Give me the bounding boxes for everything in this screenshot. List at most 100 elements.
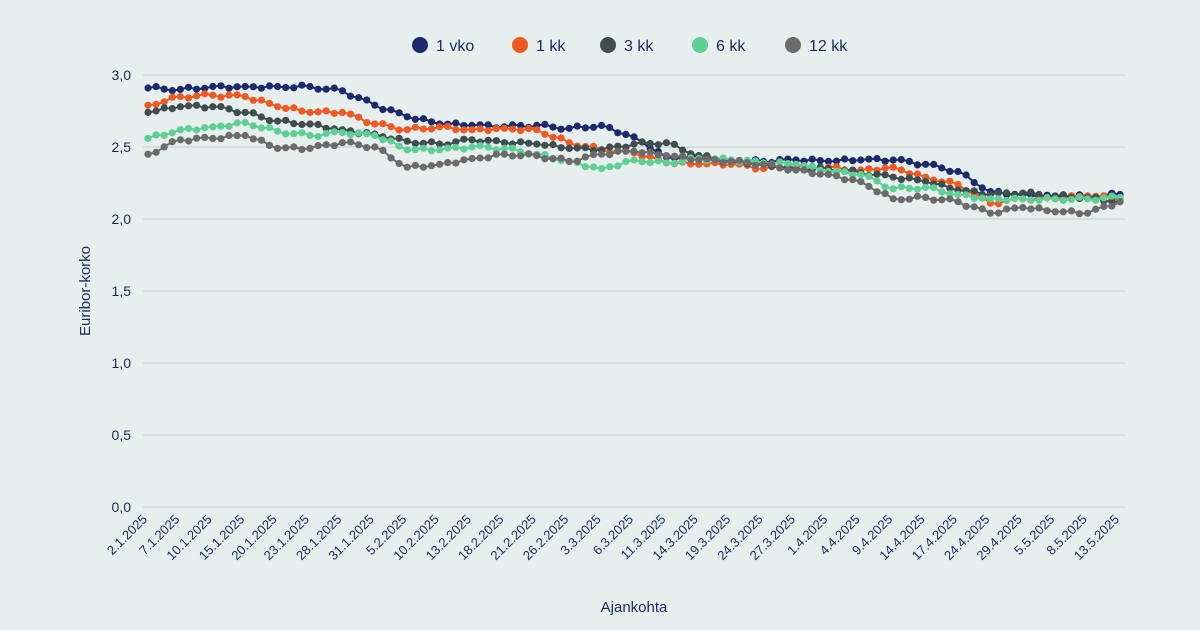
data-point — [930, 196, 938, 204]
data-point — [298, 145, 306, 154]
data-point — [946, 177, 954, 185]
data-point — [581, 124, 590, 132]
legend-marker — [412, 37, 428, 53]
data-point — [598, 165, 606, 173]
data-point — [160, 85, 168, 93]
data-point — [881, 190, 889, 198]
data-point — [938, 180, 946, 188]
data-point — [306, 108, 314, 116]
data-point — [541, 120, 549, 128]
data-point — [525, 150, 533, 158]
data-point — [306, 82, 314, 91]
data-point — [784, 160, 792, 168]
data-point — [978, 194, 986, 202]
data-point — [484, 127, 492, 135]
data-point — [452, 159, 460, 167]
data-point — [1043, 207, 1051, 215]
data-point — [274, 117, 282, 125]
data-point — [436, 146, 444, 154]
data-point — [670, 159, 679, 167]
data-point — [598, 121, 606, 129]
data-point — [314, 120, 322, 129]
data-point — [654, 141, 662, 149]
data-point — [1043, 194, 1051, 202]
legend-label: 12 kk — [809, 38, 848, 55]
data-point — [209, 123, 217, 131]
data-point — [946, 184, 954, 192]
data-point — [225, 91, 233, 99]
data-point — [1027, 205, 1035, 213]
data-point — [533, 152, 541, 160]
data-point — [452, 119, 460, 127]
data-point — [930, 160, 938, 168]
data-point — [176, 93, 184, 101]
data-point — [533, 140, 541, 148]
data-point — [290, 130, 298, 138]
data-point — [573, 157, 581, 165]
data-point — [468, 154, 476, 163]
data-point — [598, 150, 606, 158]
data-point — [954, 190, 962, 199]
data-point — [962, 202, 970, 210]
data-point — [395, 109, 403, 117]
data-point — [322, 141, 330, 149]
data-point — [735, 156, 743, 164]
data-point — [1059, 196, 1067, 204]
data-point — [581, 144, 590, 152]
data-point — [622, 147, 630, 155]
data-point — [541, 130, 549, 138]
data-point — [1084, 209, 1092, 217]
data-point — [176, 126, 184, 134]
data-point — [614, 129, 622, 137]
data-point — [905, 195, 914, 203]
data-point — [460, 145, 468, 153]
data-point — [338, 129, 346, 137]
series-lines — [144, 81, 1124, 218]
x-axis-title: Ajankohta — [601, 599, 668, 616]
legend-item: 3 kk — [600, 37, 654, 55]
data-point — [1092, 205, 1100, 213]
data-point — [249, 109, 257, 117]
x-axis-ticks: 2.1.20257.1.202510.1.202515.1.202520.1.2… — [104, 512, 1122, 564]
data-point — [500, 139, 508, 147]
data-point — [193, 85, 201, 93]
legend-label: 1 kk — [536, 38, 566, 55]
data-point — [751, 161, 760, 169]
y-tick-label: 0,0 — [112, 499, 132, 515]
data-point — [436, 123, 444, 131]
data-point — [274, 82, 282, 91]
data-point — [857, 178, 865, 186]
data-point — [508, 144, 517, 152]
data-point — [249, 83, 257, 91]
data-point — [857, 156, 865, 164]
data-point — [517, 121, 525, 130]
data-point — [436, 160, 444, 168]
data-point — [322, 107, 330, 115]
data-point — [500, 150, 508, 158]
data-point — [662, 139, 671, 147]
data-point — [298, 120, 306, 129]
data-point — [209, 103, 217, 111]
data-point — [201, 90, 209, 98]
data-point — [371, 101, 379, 109]
data-point — [525, 124, 533, 133]
y-tick-label: 2,5 — [112, 139, 132, 155]
data-point — [897, 156, 905, 164]
data-point — [274, 127, 282, 135]
data-point — [452, 126, 460, 134]
data-point — [387, 137, 395, 145]
data-point — [403, 146, 411, 154]
data-point — [1059, 208, 1067, 216]
data-point — [209, 91, 217, 99]
data-point — [484, 136, 492, 144]
data-point — [1019, 195, 1027, 203]
data-point — [346, 92, 355, 100]
data-point — [241, 131, 249, 140]
data-point — [978, 205, 986, 213]
data-point — [541, 155, 549, 163]
data-point — [994, 189, 1003, 197]
data-point — [265, 99, 274, 107]
data-point — [922, 178, 930, 186]
data-point — [225, 122, 233, 130]
legend-marker — [600, 37, 616, 53]
